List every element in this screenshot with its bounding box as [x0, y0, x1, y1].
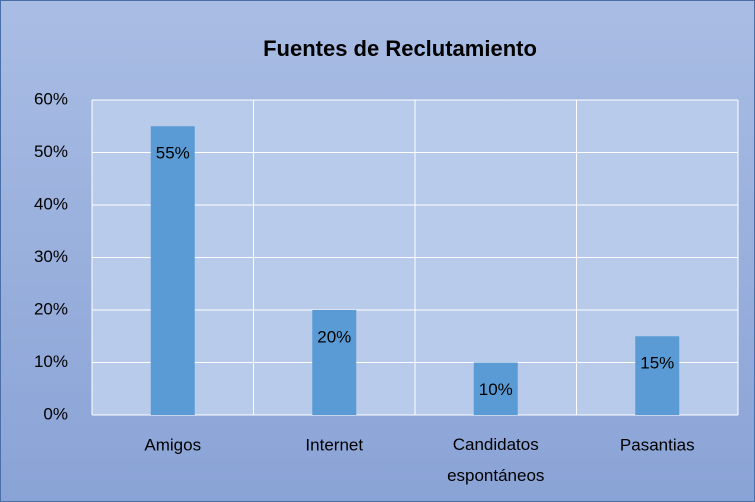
y-tick-label: 0% — [43, 404, 68, 423]
value-label: 20% — [317, 327, 351, 346]
value-label: 10% — [479, 380, 513, 399]
y-tick-label: 40% — [34, 194, 68, 213]
bar — [473, 362, 518, 415]
x-tick-label: Pasantias — [620, 435, 695, 454]
chart-title: Fuentes de Reclutamiento — [263, 36, 537, 61]
x-tick-label: Amigos — [144, 435, 201, 454]
x-tick-label: Internet — [305, 435, 363, 454]
y-tick-label: 50% — [34, 142, 68, 161]
x-tick-label: Candidatos espontáneos — [447, 435, 544, 485]
y-tick-label: 10% — [34, 352, 68, 371]
value-label: 15% — [640, 354, 674, 373]
value-label: 55% — [156, 144, 190, 163]
bar — [312, 310, 357, 415]
y-tick-label: 30% — [34, 247, 68, 266]
bar — [150, 126, 195, 415]
y-tick-label: 20% — [34, 299, 68, 318]
bar — [635, 336, 680, 415]
y-tick-label: 60% — [34, 89, 68, 108]
